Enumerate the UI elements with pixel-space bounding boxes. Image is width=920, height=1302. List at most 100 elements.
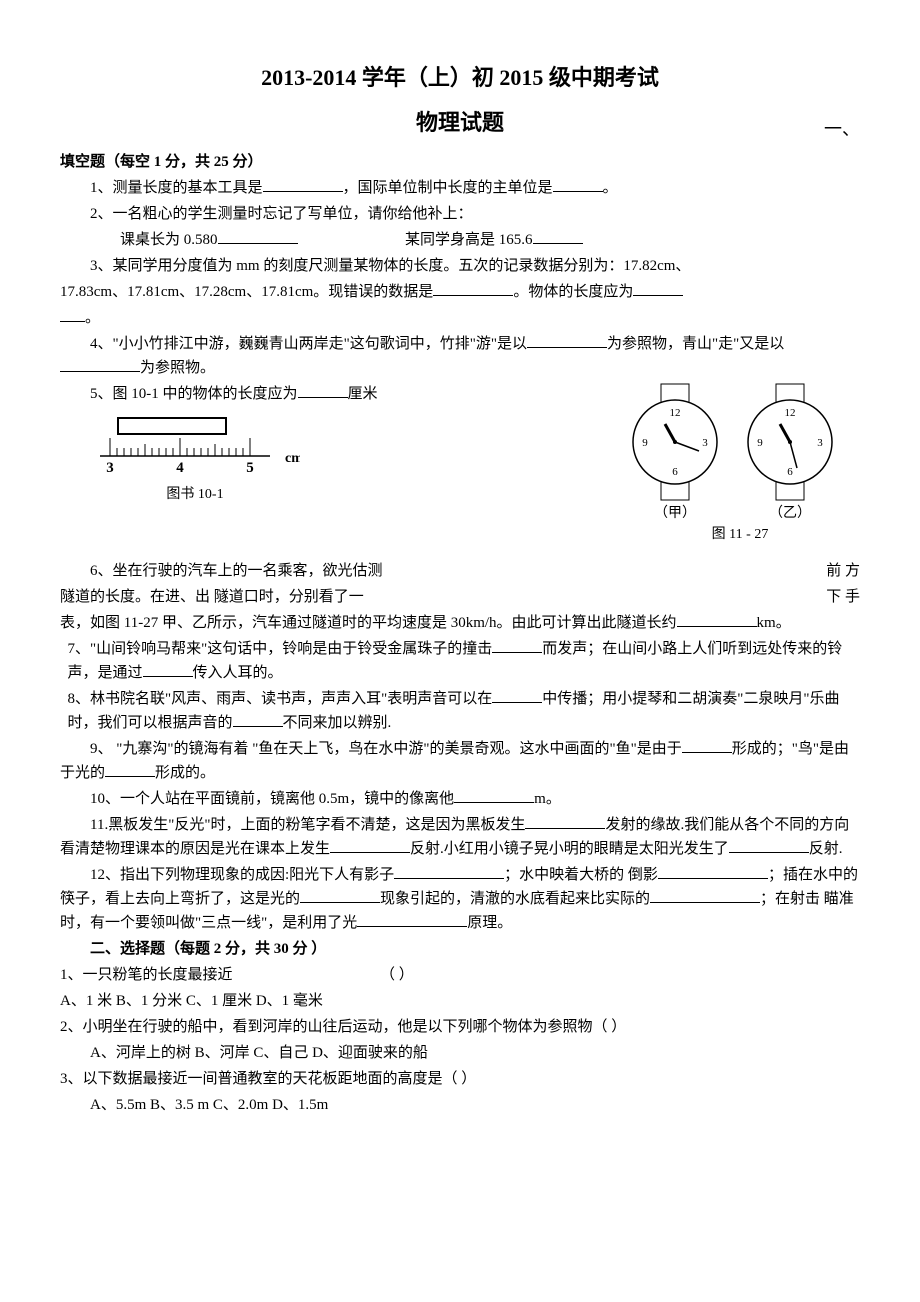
watches-caption: 图 11 - 27 xyxy=(620,524,860,546)
mc1-paren: （ ） xyxy=(380,967,414,983)
q2-line2: 课桌长为 0.580 某同学身高是 165.6 xyxy=(120,228,860,252)
svg-text:5: 5 xyxy=(246,460,254,476)
q7a: 7、"山间铃响马帮来"这句话中，铃响是由于铃受金属珠子的撞击 xyxy=(68,641,493,657)
q12-blank3[interactable] xyxy=(300,887,380,903)
q4c: 为参照物。 xyxy=(140,360,215,376)
q5a: 5、图 10-1 中的物体的长度应为 xyxy=(90,386,298,402)
q7: 7、"山间铃响马帮来"这句话中，铃响是由于铃受金属珠子的撞击而发声；在山间小路上… xyxy=(68,637,861,685)
svg-text:3: 3 xyxy=(702,437,708,449)
q3-line3: 。 xyxy=(60,306,860,330)
q3-blank1[interactable] xyxy=(433,280,513,296)
q9: 9、 "九寨沟"的镜海有着 "鱼在天上飞，鸟在水中游"的美景奇观。这水中画面的"… xyxy=(60,737,860,785)
q12b: ；水中映着大桥的 倒影 xyxy=(504,867,658,883)
q12a: 12、指出下列物理现象的成因:阳光下人有影子 xyxy=(90,867,394,883)
svg-text:3: 3 xyxy=(817,437,823,449)
svg-text:12: 12 xyxy=(785,407,796,419)
q2b-blank[interactable] xyxy=(533,228,583,244)
q1-text-c: 。 xyxy=(603,180,618,196)
q6b-right: 下 手 xyxy=(826,585,860,609)
q5-blank[interactable] xyxy=(298,382,348,398)
q8c: 不同来加以辨别. xyxy=(283,715,392,731)
q12f: 原理。 xyxy=(467,915,512,931)
q9a: 9、 "九寨沟"的镜海有着 "鱼在天上飞，鸟在水中游"的美景奇观。这水中画面的"… xyxy=(90,741,682,757)
q11d: 反射. xyxy=(809,841,843,857)
q6a-right: 前 方 xyxy=(796,559,860,583)
q10: 10、一个人站在平面镜前，镜离他 0.5m，镜中的像离他 m。 xyxy=(60,787,860,811)
mc3-opts: A、5.5m B、3.5 m C、2.0m D、1.5m xyxy=(90,1093,860,1117)
q2: 2、一名粗心的学生测量时忘记了写单位，请你给他补上： xyxy=(60,202,860,226)
q2a-blank[interactable] xyxy=(218,228,298,244)
mc2-opts: A、河岸上的树 B、河岸 C、自己 D、迎面驶来的船 xyxy=(90,1041,860,1065)
mc3: 3、以下数据最接近一间普通教室的天花板距地面的高度是（ ） xyxy=(60,1067,860,1091)
svg-text:6: 6 xyxy=(787,466,793,478)
mc1-opts: A、1 米 B、1 分米 C、1 厘米 D、1 毫米 xyxy=(60,989,860,1013)
mc2: 2、小明坐在行驶的船中，看到河岸的山往后运动，他是以下列哪个物体为参照物（ ） xyxy=(60,1015,860,1039)
q11-blank2[interactable] xyxy=(330,837,410,853)
mc1-stem: 1、一只粉笔的长度最接近 xyxy=(60,967,233,983)
svg-text:3: 3 xyxy=(106,460,114,476)
svg-text:4: 4 xyxy=(176,460,184,476)
watches-figure: 12 3 6 9 12 3 6 9 （甲） （乙） 图 11 - 27 xyxy=(620,382,860,546)
q7-blank2[interactable] xyxy=(143,661,193,677)
q12: 12、指出下列物理现象的成因:阳光下人有影子；水中映着大桥的 倒影；插在水中的筷… xyxy=(60,863,860,935)
q7-blank1[interactable] xyxy=(492,637,542,653)
q2a: 课桌长为 0.580 xyxy=(120,232,218,248)
q12-blank1[interactable] xyxy=(394,863,504,879)
q9-blank1[interactable] xyxy=(682,737,732,753)
svg-text:9: 9 xyxy=(642,437,648,449)
mc1: 1、一只粉笔的长度最接近 （ ） xyxy=(60,963,860,987)
q1-blank2[interactable] xyxy=(553,176,603,192)
q8-blank2[interactable] xyxy=(233,711,283,727)
q6-blank[interactable] xyxy=(677,611,757,627)
q4: 4、"小小竹排江中游，巍巍青山两岸走"这句歌词中，竹排"游"是以 为参照物，青山"… xyxy=(60,332,860,380)
q3c: 。物体的长度应为 xyxy=(513,284,633,300)
q6c: 表，如图 11-27 甲、乙所示，汽车通过隧道时的平均速度是 30km/h。由此… xyxy=(60,615,677,631)
q3-line1: 3、某同学用分度值为 mm 的刻度尺测量某物体的长度。五次的记录数据分别为：17… xyxy=(60,254,860,278)
q4a: 4、"小小竹排江中游，巍巍青山两岸走"这句歌词中，竹排"游"是以 xyxy=(90,336,527,352)
svg-text:9: 9 xyxy=(757,437,763,449)
q9c: 形成的。 xyxy=(155,765,215,781)
q8-blank1[interactable] xyxy=(492,687,542,703)
q1: 1、测量长度的基本工具是，国际单位制中长度的主单位是。 xyxy=(60,176,860,200)
q3-line2: 17.83cm、17.81cm、17.28cm、17.81cm。现错误的数据是。… xyxy=(60,280,860,304)
q4-blank2[interactable] xyxy=(60,356,140,372)
q12-blank4[interactable] xyxy=(650,887,760,903)
q6-line2: 隧道的长度。在进、出 隧道口时，分别看了一 下 手 xyxy=(60,585,860,609)
q6-line1: 6、坐在行驶的汽车上的一名乘客，欲光估测 前 方 xyxy=(60,559,860,583)
svg-text:6: 6 xyxy=(672,466,678,478)
q1-blank1[interactable] xyxy=(263,176,343,192)
q11c: 反射.小红用小镜子晃小明的眼睛是太阳光发生了 xyxy=(410,841,729,857)
q11: 11.黑板发生"反光"时，上面的粉笔字看不清楚，这是因为黑板发生发射的缘故.我们… xyxy=(60,813,860,861)
q8: 8、林书院名联"风声、雨声、读书声，声声入耳"表明声音可以在中传播；用小提琴和二… xyxy=(68,687,861,735)
section2-head: 二、选择题（每题 2 分，共 30 分 ） xyxy=(60,937,860,961)
q3-blank2b[interactable] xyxy=(60,306,85,322)
q6a: 6、坐在行驶的汽车上的一名乘客，欲光估测 xyxy=(90,563,383,579)
q12-blank2[interactable] xyxy=(658,863,768,879)
q11-blank3[interactable] xyxy=(729,837,809,853)
ruler-caption: 图书 10-1 xyxy=(90,484,300,506)
q5b: 厘米 xyxy=(348,386,378,402)
q10b: m。 xyxy=(534,791,561,807)
watch-right-label: （乙） xyxy=(769,505,811,521)
watch-left-label: （甲） xyxy=(654,505,696,521)
section1-marker: 一、 xyxy=(824,115,860,144)
q4b: 为参照物，青山"走"又是以 xyxy=(607,336,784,352)
title-line1: 2013-2014 学年（上）初 2015 级中期考试 xyxy=(60,60,860,95)
q6b: 隧道的长度。在进、出 隧道口时，分别看了一 xyxy=(60,589,364,605)
q6d: km。 xyxy=(757,615,791,631)
q11-blank1[interactable] xyxy=(525,813,605,829)
q1-text-b: ，国际单位制中长度的主单位是 xyxy=(343,180,553,196)
q12-blank5[interactable] xyxy=(357,911,467,927)
q6-line3: 表，如图 11-27 甲、乙所示，汽车通过隧道时的平均速度是 30km/h。由此… xyxy=(60,611,860,635)
ruler-figure: 3 4 5 cm 图书 10-1 xyxy=(90,412,300,506)
q10a: 10、一个人站在平面镜前，镜离他 0.5m，镜中的像离他 xyxy=(90,791,454,807)
svg-text:cm: cm xyxy=(285,451,300,466)
q10-blank[interactable] xyxy=(454,787,534,803)
q4-blank1[interactable] xyxy=(527,332,607,348)
q3-blank2[interactable] xyxy=(633,280,683,296)
q12d: 现象引起的，清澈的水底看起来比实际的 xyxy=(380,891,650,907)
watches-svg: 12 3 6 9 12 3 6 9 （甲） （乙） xyxy=(620,382,850,522)
svg-text:12: 12 xyxy=(670,407,681,419)
q11a: 11.黑板发生"反光"时，上面的粉笔字看不清楚，这是因为黑板发生 xyxy=(90,817,525,833)
q9-blank2[interactable] xyxy=(105,761,155,777)
